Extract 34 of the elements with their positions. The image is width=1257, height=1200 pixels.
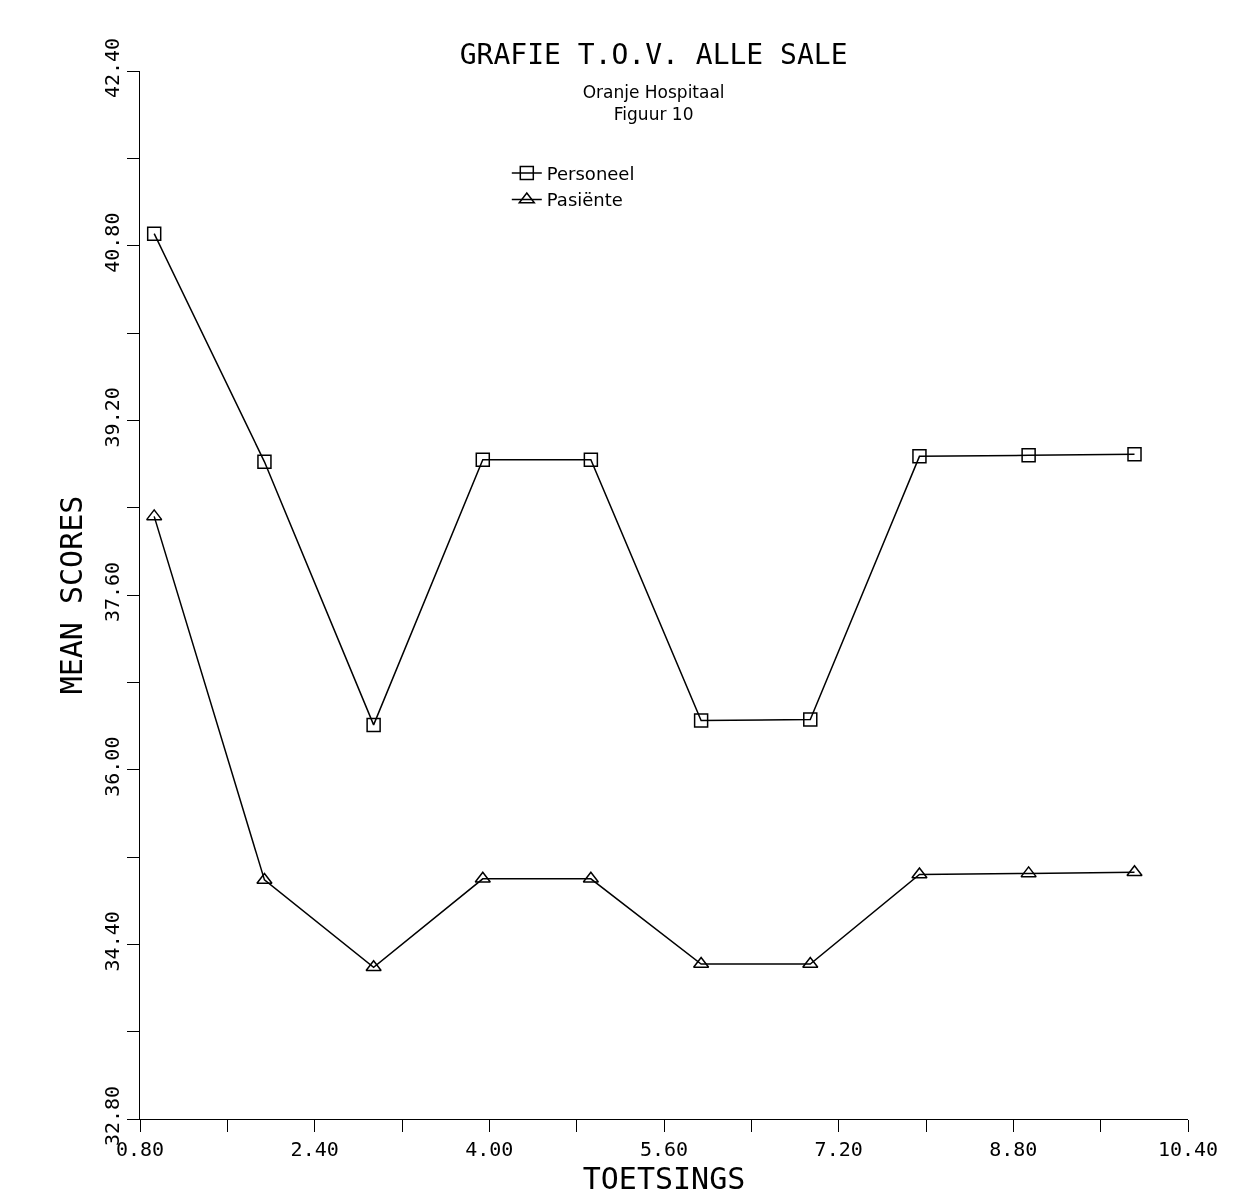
point: [1127, 446, 1142, 462]
legend-label: Pasiënte: [546, 189, 623, 211]
point: [146, 226, 162, 241]
y-tick-label: 39.20: [100, 387, 124, 448]
legend-label: Personeel: [546, 163, 635, 185]
point: [803, 712, 818, 727]
x-tick-label: 5.60: [639, 1137, 689, 1161]
point: [1021, 448, 1036, 463]
y-tick-label: 40.80: [100, 212, 124, 273]
point: [1020, 866, 1037, 878]
x-tick-label: 4.00: [465, 1137, 514, 1161]
x-tick-label: 10.40: [1157, 1137, 1219, 1161]
point: [256, 872, 273, 884]
x-tick-label: 8.80: [989, 1137, 1038, 1161]
point: [475, 452, 491, 467]
x-tick-label: 7.20: [814, 1137, 863, 1161]
point: [693, 713, 709, 728]
x-tick-label: 2.40: [290, 1137, 339, 1161]
x-axis-title: TOETSINGS: [582, 1161, 746, 1196]
point: [911, 867, 928, 879]
point: [1126, 865, 1143, 877]
point: [366, 717, 381, 733]
point: [257, 454, 272, 470]
chart-title: GRAFIE T.O.V. ALLE SALE: [459, 37, 848, 71]
y-tick-label: 34.40: [100, 911, 124, 972]
point: [583, 452, 599, 467]
y-axis-title: MEAN SCORES: [54, 495, 89, 695]
point: [912, 449, 927, 464]
point: [802, 956, 819, 968]
y-tick-label: 36.00: [100, 736, 124, 797]
y-tick-label: 42.40: [100, 37, 124, 99]
text: Oranje Hospitaal Figuur 10: [582, 82, 725, 125]
y-tick-label: 37.60: [100, 561, 124, 623]
point: [365, 960, 382, 972]
